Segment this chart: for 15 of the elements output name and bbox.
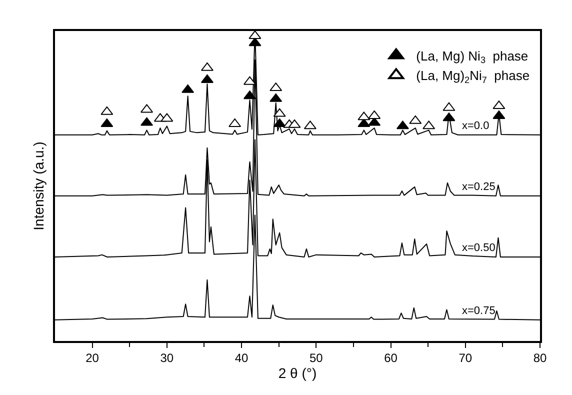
x-tick-label: 50 bbox=[309, 351, 324, 366]
x-tick-label: 20 bbox=[86, 351, 100, 366]
x-tick-label: 30 bbox=[160, 351, 174, 366]
x-tick-label: 70 bbox=[458, 351, 472, 366]
x-tick-label: 80 bbox=[533, 351, 547, 366]
x-axis-title: 2 θ (°) bbox=[278, 365, 317, 382]
x-tick-label: 40 bbox=[234, 351, 249, 366]
legend-label: (La, Mg) Ni$_{3}$ phase bbox=[416, 48, 528, 66]
series-label: x=0.25 bbox=[462, 181, 496, 193]
y-axis-title: Intensity (a.u.) bbox=[30, 142, 46, 230]
series-label: x=0.0 bbox=[462, 120, 490, 132]
legend-label: (La, Mg)$_{2}$Ni$_{7}$ phase bbox=[416, 68, 530, 85]
series-label: x=0.50 bbox=[462, 242, 496, 254]
series-label: x=0.75 bbox=[462, 305, 496, 317]
x-tick-label: 60 bbox=[384, 351, 398, 366]
